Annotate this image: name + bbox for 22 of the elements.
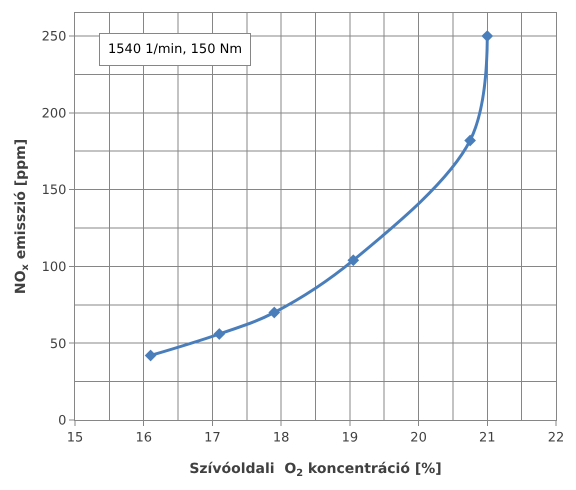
point <box>213 328 226 340</box>
x-tick-label: 20 <box>410 430 427 446</box>
point <box>268 306 280 318</box>
annotation: 1540 1/min, 150 Nm <box>108 42 242 57</box>
x-tick-label: 19 <box>342 430 358 446</box>
x-tick-label: 22 <box>548 430 564 446</box>
x-axis-title: Szívóoldali O$_{2}$ koncentráció [%] <box>189 460 442 479</box>
y-tick-label: 250 <box>42 30 66 45</box>
point <box>481 30 494 42</box>
y-tick-label: 50 <box>50 336 66 352</box>
x-tick-label: 21 <box>479 430 496 446</box>
y-tick-label: 150 <box>42 183 66 198</box>
point <box>464 134 476 146</box>
point <box>144 350 156 362</box>
x-tick-label: 16 <box>135 430 152 446</box>
x-tick-label: 15 <box>66 430 84 446</box>
point <box>347 254 360 266</box>
y-tick-label: 0 <box>58 414 66 429</box>
x-tick-label: 17 <box>204 430 221 446</box>
x-tick-label: 18 <box>272 430 290 446</box>
y-tick-label: 200 <box>42 106 66 122</box>
y-tick-label: 100 <box>42 260 66 275</box>
